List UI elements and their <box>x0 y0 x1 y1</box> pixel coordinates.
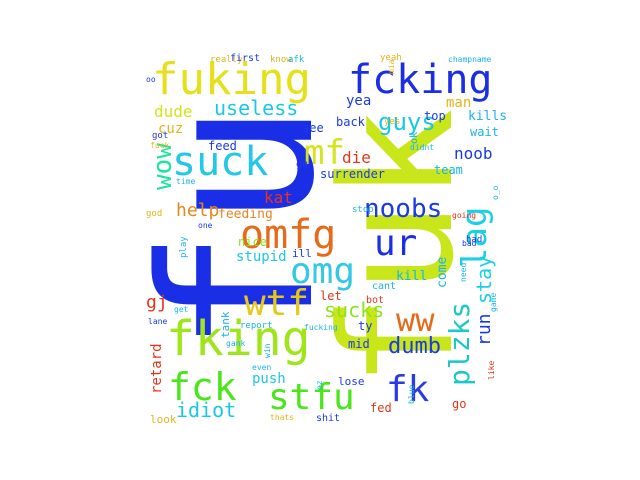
word: wow <box>148 143 178 190</box>
word: ty <box>358 319 373 333</box>
word: noobs <box>364 194 443 224</box>
word: go <box>452 397 467 411</box>
word: stop <box>352 205 374 215</box>
word: mia <box>387 59 396 74</box>
word: god <box>146 209 163 219</box>
word: feeding <box>218 207 273 222</box>
word: omg <box>290 251 356 292</box>
word: plzks <box>443 301 476 386</box>
word: wtf <box>244 283 310 324</box>
word: fuking <box>152 54 311 105</box>
word: man <box>446 95 472 111</box>
word: noob <box>454 144 493 163</box>
word: die <box>342 148 371 167</box>
word: tank <box>219 311 232 339</box>
word: help <box>176 200 220 221</box>
word: fck <box>168 365 237 409</box>
word: mf <box>304 133 345 173</box>
word: team <box>434 163 463 177</box>
word: push <box>252 371 286 387</box>
word: wait <box>470 125 499 139</box>
word: kat <box>264 188 293 207</box>
word: bot <box>366 295 385 306</box>
word: kills <box>468 109 508 124</box>
word: bad <box>462 239 477 248</box>
word: cant <box>372 281 397 292</box>
word: game <box>489 292 498 312</box>
word: time <box>176 177 196 186</box>
word: fuck <box>150 141 170 150</box>
word: champname <box>448 55 492 64</box>
word: really <box>210 55 243 65</box>
word: lane <box>148 317 168 326</box>
word: dumb <box>388 334 441 359</box>
word: get <box>174 305 189 314</box>
word: fcking <box>348 57 493 103</box>
word: gj <box>146 292 168 313</box>
word: dude <box>154 102 193 121</box>
word: fk <box>386 369 430 410</box>
word: need <box>459 262 468 282</box>
word: lose <box>338 375 365 388</box>
word: gg <box>296 159 309 170</box>
word: feed <box>208 139 237 153</box>
word: fking <box>166 311 311 367</box>
word: cuz <box>158 121 184 137</box>
word: yea <box>346 93 372 109</box>
word: fucking <box>304 323 338 332</box>
word: let <box>320 289 342 303</box>
word: afk <box>288 55 305 65</box>
word: yeah <box>380 53 402 63</box>
word: ww <box>396 301 435 339</box>
word: one <box>198 221 213 230</box>
word: back <box>336 115 365 129</box>
word: had <box>466 235 483 245</box>
word: see <box>302 121 324 135</box>
word: ill <box>292 247 312 260</box>
word: look <box>150 413 177 426</box>
word: win <box>263 343 272 358</box>
word: even <box>252 363 272 372</box>
word: run <box>474 313 495 346</box>
word: sucks <box>324 298 385 322</box>
word: like <box>487 360 496 380</box>
word: stupid <box>236 249 287 265</box>
word: didnt <box>410 143 435 152</box>
word: idiot <box>176 398 237 422</box>
word: ez <box>315 380 324 390</box>
word: ur <box>374 223 418 264</box>
word: shit <box>316 413 341 424</box>
word: suck <box>172 139 269 185</box>
word: first <box>230 53 261 64</box>
word: going <box>452 211 477 220</box>
word: kill <box>396 269 428 284</box>
word: report <box>240 321 273 331</box>
word: play <box>179 236 189 258</box>
word: come <box>435 256 450 288</box>
word: guys <box>378 108 436 136</box>
word: know <box>270 55 292 65</box>
word: got <box>152 131 169 141</box>
word: yes <box>384 117 401 127</box>
word: top <box>424 109 446 123</box>
word: mid <box>348 337 370 351</box>
word-cloud: fu fuk fuking fcking fking suck omfg omg… <box>116 50 508 428</box>
word: useless <box>214 96 299 120</box>
word: fed <box>370 401 392 415</box>
word: thats <box>270 413 295 422</box>
word: oo <box>146 75 156 84</box>
word: surrender <box>320 167 386 181</box>
word: nice <box>238 235 267 249</box>
word: o_o <box>491 185 500 200</box>
word: omfg <box>240 212 337 258</box>
word: gank <box>226 339 246 348</box>
word: stfu <box>268 377 355 418</box>
word: retard <box>149 343 165 394</box>
word: blue <box>407 384 416 404</box>
